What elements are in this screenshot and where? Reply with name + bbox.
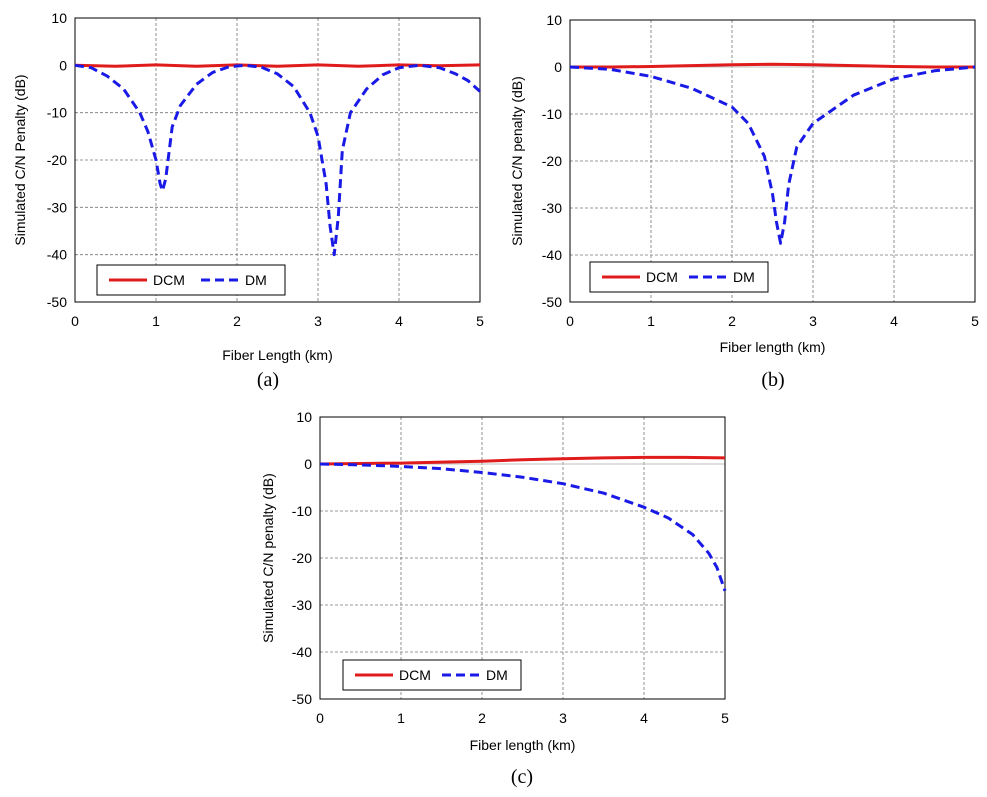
legend-label-dm: DM [245, 272, 267, 288]
x-tick-label: 2 [478, 710, 486, 726]
chart-panel-2: 0 1 2 3 4 5 10 0 -10 -20 -30 -40 -50 Fiber length (km… [260, 409, 729, 788]
x-tick-label: 0 [71, 313, 79, 329]
x-tick-label: 4 [890, 313, 898, 329]
y-tick-label: -50 [292, 691, 312, 707]
panel-caption: (b) [761, 369, 784, 391]
legend-label-dcm: DCM [153, 272, 185, 288]
y-tick-label: -40 [292, 644, 312, 660]
y-tick-label: -20 [542, 153, 562, 169]
plot-frame [569, 19, 976, 303]
y-tick-label: -50 [47, 294, 67, 310]
plot-frame [74, 17, 481, 303]
series-line-dm [569, 65, 976, 245]
y-tick-label: -30 [47, 199, 67, 215]
legend: DCM DM [342, 659, 522, 691]
y-tick-label: 10 [51, 10, 67, 26]
y-tick-label: -30 [542, 200, 562, 216]
y-tick-label: -10 [47, 105, 67, 121]
y-axis-label: Simulated C/N penalty (dB) [509, 76, 525, 246]
y-axis-label: Simulated C/N penalty (dB) [260, 473, 276, 643]
x-tick-label: 5 [476, 313, 484, 329]
legend-label-dm: DM [486, 667, 508, 683]
y-tick-label: -30 [292, 597, 312, 613]
y-tick-label: 10 [296, 409, 312, 425]
x-tick-label: 1 [397, 710, 405, 726]
x-tick-label: 2 [233, 313, 241, 329]
x-tick-label: 1 [152, 313, 160, 329]
panel-caption: (a) [257, 369, 279, 391]
y-tick-label: 0 [59, 57, 67, 73]
x-tick-label: 3 [559, 710, 567, 726]
x-axis-label: Fiber Length (km) [222, 347, 332, 363]
x-tick-label: 4 [395, 313, 403, 329]
x-tick-label: 4 [640, 710, 648, 726]
y-tick-label: -40 [47, 247, 67, 263]
y-tick-label: -50 [542, 294, 562, 310]
series-line-dm [74, 63, 481, 257]
x-tick-label: 2 [728, 313, 736, 329]
x-tick-label: 0 [316, 710, 324, 726]
x-tick-label: 3 [314, 313, 322, 329]
y-axis-label: Simulated C/N Penalty (dB) [12, 74, 28, 245]
x-tick-label: 5 [971, 313, 979, 329]
y-tick-label: -10 [542, 106, 562, 122]
y-tick-label: 10 [546, 12, 562, 28]
x-tick-label: 0 [566, 313, 574, 329]
legend: DCM DM [96, 264, 286, 296]
y-tick-label: 0 [554, 59, 562, 75]
series-line-dm [319, 462, 727, 592]
y-tick-label: -20 [47, 152, 67, 168]
y-tick-label: -20 [292, 550, 312, 566]
x-tick-label: 5 [721, 710, 729, 726]
panel-caption: (c) [511, 766, 533, 788]
chart-panel-1: 0 1 2 3 4 5 10 0 -10 -20 -30 -40 -50 Fiber length (km… [509, 12, 979, 391]
x-tick-label: 3 [809, 313, 817, 329]
legend: DCM DM [589, 261, 769, 293]
x-tick-label: 1 [647, 313, 655, 329]
legend-label-dcm: DCM [646, 269, 678, 285]
x-axis-label: Fiber length (km) [720, 339, 826, 355]
legend-label-dcm: DCM [399, 667, 431, 683]
x-axis-label: Fiber length (km) [470, 737, 576, 753]
y-tick-label: 0 [304, 456, 312, 472]
plot-frame [319, 416, 726, 700]
legend-label-dm: DM [733, 269, 755, 285]
y-tick-label: -40 [542, 247, 562, 263]
series-line-dcm [74, 63, 481, 68]
y-tick-label: -10 [292, 503, 312, 519]
series-line-dcm [319, 455, 726, 466]
chart-panel-0: 0 1 2 3 4 5 10 0 -10 -20 -30 -40 -50 Fiber Length (km… [12, 10, 484, 391]
series-line-dcm [570, 62, 975, 69]
